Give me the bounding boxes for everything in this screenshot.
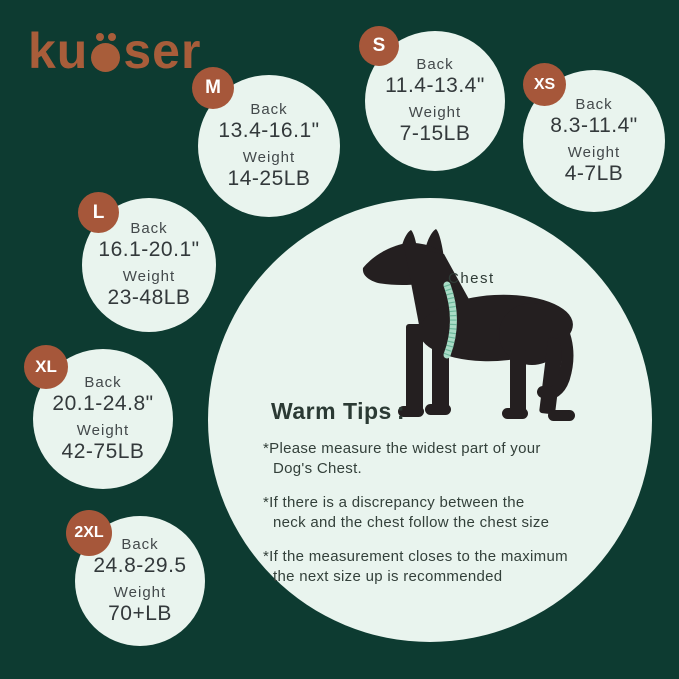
tip-line: *If there is a discrepancy between the — [263, 494, 525, 511]
size-badge-xl: XL — [24, 345, 68, 389]
weight-range: 23-48LB — [107, 286, 191, 309]
back-range: 11.4-13.4" — [385, 74, 485, 97]
weight-label: Weight — [408, 104, 462, 121]
size-circle-2xl: 2XL Back 24.8-29.5 Weight 70+LB — [66, 510, 205, 646]
logo-text-prefix: ku — [28, 23, 89, 79]
dog-tail — [537, 302, 574, 400]
back-range: 8.3-11.4" — [550, 114, 638, 137]
back-range: 24.8-29.5 — [93, 554, 187, 577]
warm-tips-title: Warm Tips : — [271, 398, 406, 424]
warm-tip: *Please measure the widest part of your … — [263, 439, 603, 479]
paw-toe-icon — [96, 33, 105, 41]
warm-tips-section: Warm Tips : *Please measure the widest p… — [263, 398, 603, 601]
size-badge-xs: XS — [523, 63, 566, 106]
back-label: Back — [416, 56, 454, 73]
size-circle-m: M Back 13.4-16.1" Weight 14-25LB — [192, 67, 340, 217]
size-circle-s: S Back 11.4-13.4" Weight 7-15LB — [359, 26, 505, 171]
weight-range: 42-75LB — [61, 440, 145, 463]
back-label: Back — [84, 374, 122, 391]
warm-tip: *If there is a discrepancy between the n… — [263, 493, 603, 533]
size-badge-s: S — [359, 26, 399, 66]
paw-toe-icon — [108, 33, 117, 41]
tip-line: Dog's Chest. — [273, 460, 363, 477]
weight-label: Weight — [76, 422, 130, 439]
size-circle-xl: XL Back 20.1-24.8" Weight 42-75LB — [24, 345, 173, 489]
size-badge-2xl: 2XL — [66, 510, 112, 556]
measuring-tape — [443, 281, 457, 359]
logo-text-suffix: ser — [123, 23, 202, 79]
size-circle-xs: XS Back 8.3-11.4" Weight 4-7LB — [523, 63, 665, 212]
back-range: 20.1-24.8" — [52, 392, 154, 415]
size-badge-m: M — [192, 67, 234, 109]
back-label: Back — [250, 101, 288, 118]
chest-label: Chest — [448, 270, 495, 287]
back-label: Back — [575, 96, 613, 113]
size-badge-l: L — [78, 192, 119, 233]
size-circle-l: L Back 16.1-20.1" Weight 23-48LB — [78, 192, 216, 332]
weight-label: Weight — [113, 584, 167, 601]
tip-line: the next size up is recommended — [273, 568, 503, 585]
tip-line: *Please measure the widest part of your — [263, 440, 541, 457]
weight-range: 7-15LB — [399, 122, 471, 145]
weight-range: 70+LB — [108, 602, 172, 625]
tip-line: neck and the chest follow the chest size — [273, 514, 550, 531]
weight-label: Weight — [122, 268, 176, 285]
paw-icon — [91, 33, 121, 72]
tip-line: *If the measurement closes to the maximu… — [263, 548, 568, 565]
weight-label: Weight — [567, 144, 621, 161]
back-label: Back — [130, 220, 168, 237]
back-label: Back — [121, 536, 159, 553]
dog-silhouette — [362, 229, 575, 421]
back-range: 13.4-16.1" — [218, 119, 320, 142]
back-range: 16.1-20.1" — [98, 238, 200, 261]
brand-logo: ku ser — [28, 16, 201, 78]
weight-range: 14-25LB — [227, 167, 311, 190]
measuring-diagram-circle: Chest Warm Tips : *Please measure the wi… — [208, 198, 652, 642]
warm-tip: *If the measurement closes to the maximu… — [263, 547, 603, 587]
paw-pad-icon — [91, 43, 121, 72]
weight-label: Weight — [242, 149, 296, 166]
weight-range: 4-7LB — [564, 162, 624, 185]
